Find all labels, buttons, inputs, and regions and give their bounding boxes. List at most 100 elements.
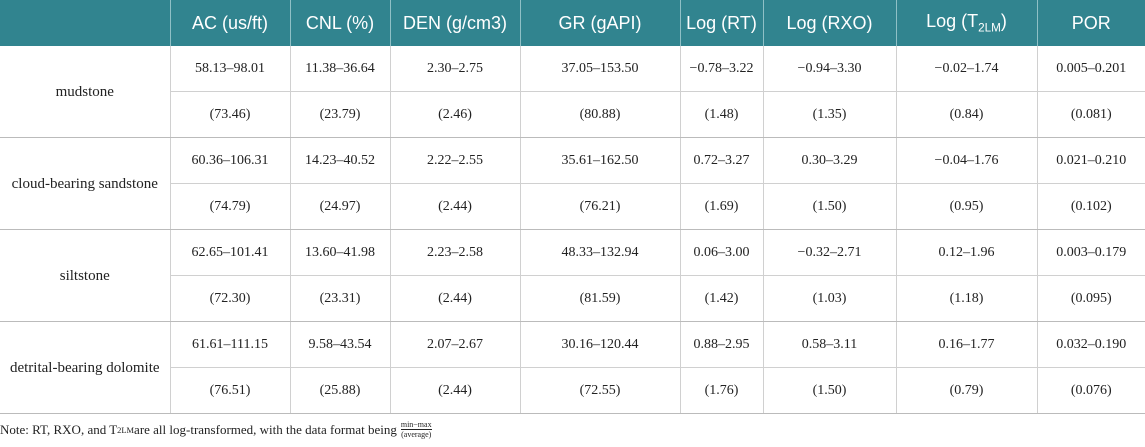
range-cell: 48.33–132.94: [519, 229, 680, 276]
range-cell: 2.23–2.58: [389, 229, 520, 276]
average-cell: (2.46): [389, 91, 520, 138]
header-text: CNL (%): [305, 12, 375, 33]
range-cell: 2.07–2.67: [389, 321, 520, 368]
average-cell: (0.95): [895, 183, 1037, 230]
range-cell: 61.61–111.15: [169, 321, 290, 368]
average-row: (74.79) (24.97) (2.44) (76.21) (1.69) (1.50)(…: [0, 183, 1145, 230]
header-text: POR: [1071, 12, 1111, 33]
range-row: cloud-bearing sandstone 60.36–106.31 14.23…: [0, 137, 1145, 230]
header-cell: Log (RT): [679, 0, 763, 46]
header-row: AC (us/ft) CNL (%) DEN (g/cm3) GR (gAPI) Log…: [0, 0, 1145, 46]
header-text: DEN (g/cm3): [402, 12, 507, 33]
range-cell: 0.58–3.11: [762, 321, 896, 368]
average-cell: (23.31): [289, 275, 390, 322]
range-row: siltstone 62.65–101.41 13.60–41.98 2.23–2.5…: [0, 229, 1145, 322]
header-text: AC (us/ft): [191, 12, 268, 33]
note-text: Note: RT, RXO, and T: [0, 421, 118, 437]
average-cell: (24.97): [289, 183, 390, 230]
row-label: siltstone: [0, 229, 170, 322]
range-cell: −0.78–3.22: [679, 46, 763, 92]
range-cell: 62.65–101.41: [169, 229, 290, 276]
range-cell: −0.02–1.74: [895, 46, 1037, 92]
average-cell: (1.50): [762, 367, 896, 414]
range-cell: 0.16–1.77: [895, 321, 1037, 368]
range-cell: 0.88–2.95: [679, 321, 763, 368]
average-cell: (76.21): [519, 183, 680, 230]
table-body: mudstone 58.13–98.01 11.38–36.64 2.30–2.75 3…: [0, 46, 1145, 414]
header-cell: GR (gAPI): [519, 0, 680, 46]
header-text: Log (RXO): [786, 12, 873, 33]
average-cell: (1.18): [895, 275, 1037, 322]
average-cell: (1.03): [762, 275, 896, 322]
range-cell: −0.94–3.30: [762, 46, 896, 92]
range-cell: 0.06–3.00: [679, 229, 763, 276]
header-cell: [0, 0, 170, 46]
average-cell: (0.84): [895, 91, 1037, 138]
header-text: GR (gAPI): [558, 12, 642, 33]
average-cell: (2.44): [389, 367, 520, 414]
range-cell: 0.032–0.190: [1036, 321, 1145, 368]
average-cell: (1.69): [679, 183, 763, 230]
average-cell: (1.48): [679, 91, 763, 138]
header-cell: POR: [1036, 0, 1145, 46]
range-cell: 11.38–36.64: [289, 46, 390, 92]
denominator: (average): [401, 430, 432, 439]
average-cell: (1.50): [762, 183, 896, 230]
average-cell: (76.51): [169, 367, 290, 414]
numerator: min−max: [400, 420, 432, 430]
range-cell: 0.72–3.27: [679, 137, 763, 184]
average-cell: (1.42): [679, 275, 763, 322]
header-cell: CNL (%): [289, 0, 390, 46]
range-cell: 0.12–1.96: [895, 229, 1037, 276]
average-cell: (73.46): [169, 91, 290, 138]
header-cell: AC (us/ft): [169, 0, 290, 46]
average-cell: (80.88): [519, 91, 680, 138]
range-cell: 30.16–120.44: [519, 321, 680, 368]
average-cell: (2.44): [389, 275, 520, 322]
range-cell: 0.021–0.210: [1036, 137, 1145, 184]
data-table: AC (us/ft) CNL (%) DEN (g/cm3) GR (gAPI) Log…: [0, 0, 1145, 414]
row-label: detrital-bearing dolomite: [0, 321, 170, 414]
range-cell: 0.005–0.201: [1036, 46, 1145, 92]
average-cell: (1.35): [762, 91, 896, 138]
average-cell: (2.44): [389, 183, 520, 230]
range-cell: 37.05–153.50: [519, 46, 680, 92]
average-cell: (0.102): [1036, 183, 1145, 230]
header-cell: Log (RXO): [762, 0, 896, 46]
range-cell: −0.04–1.76: [895, 137, 1037, 184]
range-row: detrital-bearing dolomite 61.61–111.15 9.5…: [0, 321, 1145, 414]
range-cell: 35.61–162.50: [519, 137, 680, 184]
average-row: (73.46) (23.79) (2.46) (80.88) (1.48) (1.35)(…: [0, 91, 1145, 138]
header-cell: Log (T2LM): [895, 0, 1037, 46]
range-cell: 0.003–0.179: [1036, 229, 1145, 276]
average-cell: (1.76): [679, 367, 763, 414]
average-cell: (74.79): [169, 183, 290, 230]
row-label: mudstone: [0, 46, 170, 138]
average-cell: (25.88): [289, 367, 390, 414]
average-row: (72.30) (23.31) (2.44) (81.59) (1.42) (1.03)(…: [0, 275, 1145, 322]
average-cell: (0.076): [1036, 367, 1145, 414]
fraction: min−max (average): [400, 420, 432, 439]
note: Note: RT, RXO, and T 2LM are all log-tran…: [0, 420, 432, 439]
average-cell: (72.55): [519, 367, 680, 414]
range-row: mudstone 58.13–98.01 11.38–36.64 2.30–2.75 3…: [0, 46, 1145, 138]
average-cell: (72.30): [169, 275, 290, 322]
range-cell: 14.23–40.52: [289, 137, 390, 184]
range-cell: 58.13–98.01: [169, 46, 290, 92]
average-cell: (0.79): [895, 367, 1037, 414]
average-cell: (23.79): [289, 91, 390, 138]
header-cell: DEN (g/cm3): [389, 0, 520, 46]
average-cell: (0.095): [1036, 275, 1145, 322]
range-cell: 60.36–106.31: [169, 137, 290, 184]
range-cell: 0.30–3.29: [762, 137, 896, 184]
row-label: cloud-bearing sandstone: [0, 137, 170, 230]
note-sub: 2LM: [117, 424, 135, 435]
range-cell: 9.58–43.54: [289, 321, 390, 368]
header-tail: ): [1000, 11, 1007, 32]
range-cell: −0.32–2.71: [762, 229, 896, 276]
range-cell: 2.30–2.75: [389, 46, 520, 92]
average-cell: (81.59): [519, 275, 680, 322]
range-cell: 2.22–2.55: [389, 137, 520, 184]
average-row: (76.51) (25.88) (2.44) (72.55) (1.76) (1.50)(…: [0, 367, 1145, 414]
